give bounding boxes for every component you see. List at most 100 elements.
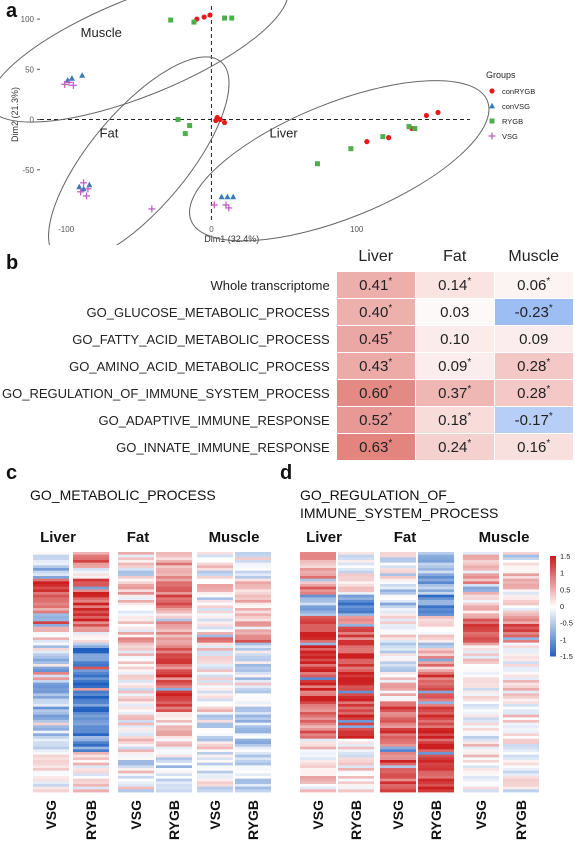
heatmap-cell [235,576,271,580]
point-vsg [65,78,73,86]
significance-mark: * [546,384,551,395]
heatmap-cell [235,626,271,630]
heatmap-cell [338,560,374,564]
heatmap-cell [300,586,336,590]
heatmap-cell [380,722,416,726]
heatmap-cell [118,690,154,694]
heatmap-cell [118,576,154,580]
heatmap-cell [418,586,454,590]
heatmap-cell [380,730,416,734]
heatmap-cell [197,778,233,782]
heatmap-cell [463,717,499,721]
heatmap-cell [197,666,233,670]
heatmap-cell [463,600,499,604]
heatmap-cell [463,746,499,750]
pca-scatter-plot: -50 0 50 100 -100 0 100 Dim1 (32.4%) Dim2 (21.3%… [0,0,535,245]
heatmap-cell [197,741,233,745]
heatmap-cell [380,621,416,625]
heatmap-cell [235,754,271,758]
heatmap-cell [380,605,416,609]
heatmap-cell [380,669,416,673]
heatmap-cell [235,722,271,726]
heatmap-cell [33,637,69,641]
heatmap-cell [118,704,154,708]
correlation-cell: -0.17* [493,406,574,434]
heatmap-cell [380,762,416,766]
heatmap-cell [503,725,539,729]
significance-mark: * [467,276,472,287]
heatmap-cell [118,760,154,764]
heatmap-cell [503,669,539,673]
correlation-row: GO_ADAPTIVE_IMMUNE_RESPONSE 0.52* 0.18* -0.… [2,406,574,434]
condition-label-rygb: RYGB [83,800,99,840]
legend-key-vsg [488,132,496,140]
heatmap-cell [418,712,454,716]
heatmap-cell [300,576,336,580]
heatmap-cell [300,621,336,625]
heatmap-cell [380,592,416,596]
heatmap-cell [235,682,271,686]
heatmap-cell [300,560,336,564]
heatmap-cell [235,728,271,732]
legend-key-rygb [489,118,495,124]
point-conrygb [207,12,213,18]
heatmap-cell [418,693,454,697]
heatmap-cell [300,626,336,630]
heatmap-cell [380,672,416,676]
heatmap-cell [503,629,539,633]
correlation-cell: 0.09 [493,325,574,353]
heatmap-cell [33,594,69,598]
heatmap-cell [380,632,416,636]
heatmap-cell [197,714,233,718]
heatmap-cell [197,725,233,729]
correlation-value: 0.63 [359,439,389,456]
heatmap-cell [33,597,69,601]
heatmap-cell [156,674,192,678]
significance-mark: * [388,384,393,395]
heatmap-cell [338,744,374,748]
heatmap-cell [338,754,374,758]
heatmap-cell [380,594,416,598]
heatmap-cell [300,736,336,740]
heatmap-cell [380,749,416,753]
heatmap-cell [338,613,374,617]
heatmap-cell [503,770,539,774]
heatmap-cell [418,600,454,604]
point-vsg [225,204,233,212]
heatmap-cell [503,778,539,782]
heatmap-cell [503,605,539,609]
heatmap-cell [197,642,233,646]
heatmap-cell [338,632,374,636]
heatmap-cell [380,773,416,777]
heatmap-cell [300,749,336,753]
heatmap-cell [300,688,336,692]
heatmap-cell [418,757,454,761]
heatmap-cell [33,610,69,614]
row-label: Whole transcriptome [210,277,330,293]
heatmap-cell [197,613,233,617]
heatmap-cell [73,602,109,606]
heatmap-cell [380,784,416,788]
heatmap-cell [235,698,271,702]
point-conrygb [435,109,441,116]
heatmap-cell [156,581,192,585]
heatmap-cell [235,562,271,566]
heatmap-cell [73,757,109,761]
heatmap-cell [380,573,416,577]
heatmap-cell [300,602,336,606]
heatmap-cell [338,672,374,676]
heatmap-cell [118,714,154,718]
heatmap-cell [156,618,192,622]
heatmap-cell [463,557,499,561]
heatmap-cell [380,653,416,657]
heatmap-cell [73,762,109,766]
correlation-row: GO_AMINO_ACID_METABOLIC_PROCESS 0.43* 0.09… [2,352,574,380]
heatmap-cell [197,669,233,673]
heatmap-cell [73,552,109,556]
heatmap-cell [235,557,271,561]
heatmap-cell [73,749,109,753]
heatmap-cell [338,736,374,740]
heatmap-cell [156,725,192,729]
heatmap-cell [380,616,416,620]
heatmap-cell [156,770,192,774]
